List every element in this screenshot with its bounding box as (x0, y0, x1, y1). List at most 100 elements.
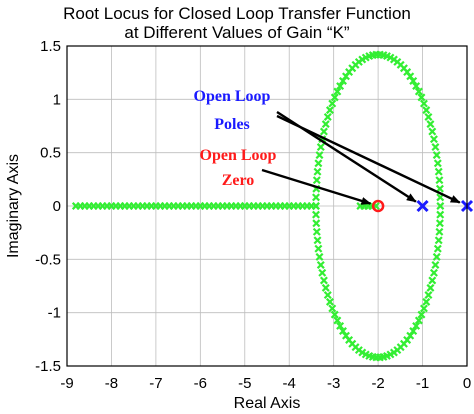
x-tick-label: -8 (105, 375, 118, 392)
annotation-arrow (261, 168, 372, 205)
locus-point (342, 72, 350, 81)
locus-point (330, 93, 339, 102)
annotation-arrows (261, 110, 461, 205)
locus-point (312, 219, 321, 228)
locus-point (432, 252, 441, 261)
locus-point (316, 260, 325, 269)
locus-point (429, 135, 438, 144)
x-tick-label: -7 (149, 375, 162, 392)
y-tick-label: 0.5 (40, 145, 61, 162)
x-tick-label: -6 (194, 375, 207, 392)
annotations: Open Loop Poles Open Loop Zero (194, 88, 277, 189)
locus-point (414, 316, 423, 325)
locus-point (323, 291, 332, 300)
locus-point (409, 76, 418, 85)
locus-point (312, 193, 320, 202)
locus-point (417, 310, 426, 319)
locus-point (321, 283, 330, 292)
zero-markers (371, 199, 385, 213)
annotation-text: Open Loop (194, 88, 271, 105)
locus-point (325, 106, 334, 115)
locus-point (419, 99, 428, 108)
locus-point (336, 82, 345, 91)
locus-point (409, 327, 418, 336)
locus-point (419, 304, 428, 313)
x-tick-label: -5 (238, 375, 251, 392)
locus-point (417, 93, 426, 102)
locus-point (312, 227, 321, 236)
locus-point (328, 304, 337, 313)
x-axis-label: Real Axis (234, 395, 301, 412)
locus-point (325, 297, 334, 306)
locus-point (426, 283, 435, 292)
locus-point (424, 291, 433, 300)
locus-point (328, 99, 337, 108)
y-tick-label: -0.5 (35, 251, 61, 268)
locus-point (426, 120, 435, 129)
x-tick-label: -4 (283, 375, 296, 392)
locus-point (333, 87, 342, 96)
pole-marker (416, 199, 429, 213)
y-tick-label: -1.5 (35, 358, 61, 375)
chart-title-line-1: Root Locus for Closed Loop Transfer Func… (63, 4, 411, 23)
annotation-arrow (276, 114, 461, 204)
locus-point (422, 106, 431, 115)
locus-point (315, 252, 324, 261)
locus-point (422, 297, 431, 306)
locus-point (330, 310, 339, 319)
locus-point (319, 127, 328, 136)
locus-point (318, 268, 327, 277)
locus-point (428, 276, 437, 285)
locus-point (433, 159, 442, 168)
x-tick-label: -2 (371, 375, 384, 392)
chart-title-line-2: at Different Values of Gain “K” (124, 23, 350, 42)
x-tick-label: 0 (463, 375, 471, 392)
y-tick-label: -1 (48, 305, 61, 322)
x-tick-labels: -9 -8 -7 -6 -5 -4 -3 -2 -1 0 (60, 375, 471, 392)
locus-point (315, 151, 324, 160)
y-tick-label: 0 (53, 198, 61, 215)
locus-point (435, 227, 444, 236)
locus-point (434, 236, 443, 245)
annotation-text: Poles (214, 116, 250, 133)
x-tick-label: -9 (60, 375, 73, 392)
locus-point (312, 176, 321, 185)
locus-point (314, 244, 323, 253)
locus-point (435, 176, 444, 185)
locus-point (436, 202, 445, 210)
x-tick-label: -1 (416, 375, 429, 392)
locus-point (311, 202, 320, 210)
locus-point (339, 327, 347, 336)
locus-point (412, 82, 421, 91)
y-axis-label: Imaginary Axis (5, 154, 22, 258)
x-tick-label: -3 (327, 375, 340, 392)
y-tick-label: 1 (53, 91, 61, 108)
locus-point (314, 159, 323, 168)
y-tick-labels: -1.5 -1 -0.5 0 0.5 1 1.5 (35, 38, 61, 375)
locus-point (323, 112, 332, 121)
locus-point (339, 76, 347, 85)
locus-point (435, 219, 444, 228)
y-tick-label: 1.5 (40, 38, 61, 55)
locus-point (412, 321, 421, 330)
annotation-text: Zero (222, 172, 255, 189)
locus-point (428, 127, 437, 136)
locus-point (312, 210, 320, 219)
locus-point (313, 236, 322, 245)
locus-point (429, 268, 438, 277)
annotation-text: Open Loop (200, 147, 277, 164)
locus-point (316, 143, 325, 152)
locus-point (431, 143, 440, 152)
locus-point (424, 112, 433, 121)
zero-marker (371, 199, 385, 213)
locus-point (321, 120, 330, 129)
locus-point (406, 331, 415, 340)
locus-point (414, 87, 423, 96)
locus-point (313, 167, 322, 176)
locus-point (436, 210, 445, 219)
locus-point (333, 316, 342, 325)
locus-point (336, 321, 345, 330)
locus-point (431, 260, 440, 269)
locus-point (432, 151, 441, 160)
